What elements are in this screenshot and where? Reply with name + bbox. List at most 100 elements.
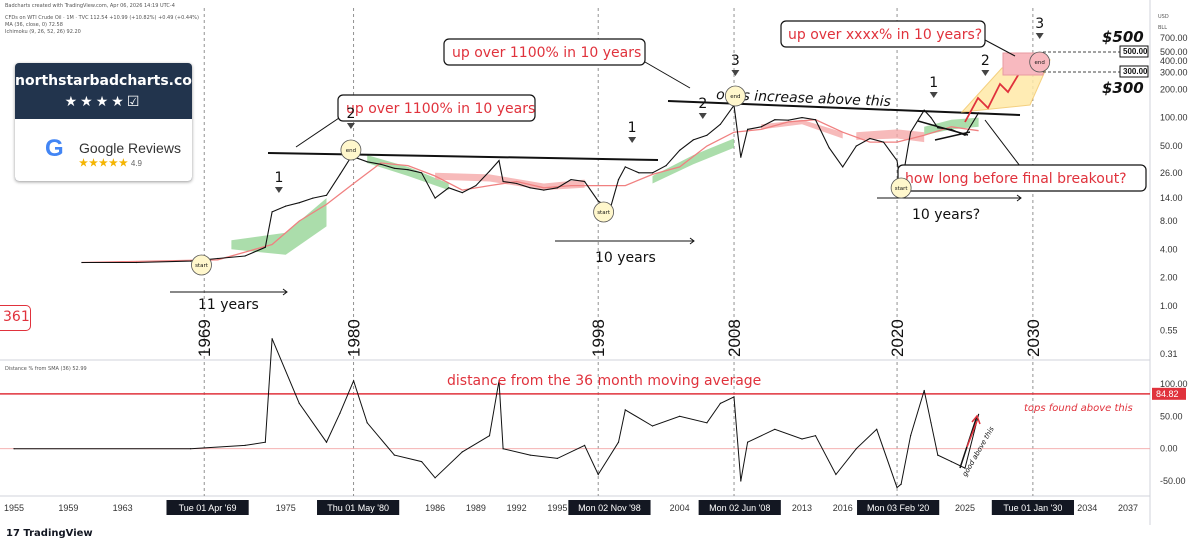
price-point (421, 172, 423, 174)
distance-point (597, 473, 599, 476)
wave-number: 1 (274, 170, 283, 186)
price-tick-label: 2.00 (1160, 273, 1178, 283)
price-point (774, 119, 776, 121)
callout2-text: up over 1100% in 10 years (452, 45, 641, 61)
distance-up-arrow (966, 414, 981, 448)
wave-down-arrow (981, 70, 990, 76)
time-highlight-box (317, 500, 400, 515)
distance-point (434, 477, 436, 479)
distance-point (271, 338, 273, 340)
price-point (380, 163, 382, 165)
wave-circle-label: end (1035, 60, 1045, 66)
label-11-years: 11 years (198, 297, 259, 313)
price-tag-500 (1119, 45, 1149, 58)
price-point (271, 211, 273, 213)
tops-label: tops found above this (1024, 403, 1133, 414)
flag-line-bottom (934, 131, 971, 141)
price-point (617, 179, 620, 181)
distance-point (488, 435, 491, 437)
price-point (787, 119, 790, 121)
distance-point (298, 402, 300, 404)
target-500-label: $500 (1102, 28, 1144, 46)
price-point (135, 261, 137, 264)
distance-point (978, 413, 980, 415)
price-point (855, 145, 857, 147)
callout4-box (897, 164, 1147, 192)
price-point (498, 160, 500, 162)
distance-point (502, 448, 504, 450)
distance-point (719, 402, 722, 404)
price-point (264, 246, 266, 248)
price-point (217, 257, 219, 260)
price-point (81, 261, 83, 264)
wave-circle (1029, 51, 1051, 73)
target-300-label: $300 (1102, 79, 1144, 97)
time-tick-label: 1986 (425, 503, 445, 513)
arrow-10-years-head (689, 237, 695, 245)
callout2-box (443, 38, 646, 66)
year-label: 2020 (888, 319, 907, 357)
distance-point (910, 435, 912, 437)
time-highlight-label: Thu 01 May '80 (327, 503, 389, 513)
distance-point (740, 480, 742, 482)
year-label: 1980 (345, 319, 364, 357)
rating-value: 4.9 (130, 159, 142, 168)
wave-circle (340, 139, 362, 161)
wave-circle-label: start (195, 263, 209, 269)
distance-point (950, 461, 953, 463)
distance-point (747, 441, 749, 443)
wave-number: 2 (698, 96, 707, 112)
price-point (502, 180, 504, 183)
callout3-box (780, 20, 986, 48)
distance-point (876, 428, 878, 430)
time-tick-label: 2037 (1118, 503, 1138, 513)
time-tick-label: 1975 (276, 503, 296, 513)
wave-circle (191, 254, 212, 276)
distance-point (835, 473, 837, 476)
wave-down-arrow (698, 113, 707, 119)
reference-value-tag (1152, 387, 1186, 400)
callout4-text: how long before final breakout? (905, 171, 1127, 187)
time-highlight-label: Mon 03 Feb '20 (867, 503, 929, 513)
price-point (448, 187, 450, 189)
price-point (366, 161, 368, 163)
price-point (910, 131, 912, 133)
price-tick-label: 1.00 (1160, 301, 1178, 311)
callout1-box (337, 94, 536, 122)
year-label: 2008 (725, 319, 744, 357)
wave-number: 3 (731, 53, 740, 69)
rating-stars-icon: ★★★★★ (79, 158, 129, 169)
distance-point (679, 415, 681, 417)
price-tag-300-text: 300.00 (1123, 67, 1148, 76)
time-tick-label: 1995 (547, 503, 567, 513)
wave-circle-label: end (730, 94, 740, 100)
callout1-pointer (295, 117, 340, 148)
price-point (679, 149, 681, 151)
callout3-pointer (984, 39, 1016, 57)
price-pane (81, 103, 980, 264)
distance-point (325, 441, 328, 443)
time-highlight-box (568, 500, 651, 515)
callout1-text: up over 1100% in 10 years (346, 101, 535, 117)
distance-point (814, 435, 817, 437)
price-point (706, 134, 708, 136)
price-point (190, 260, 192, 262)
price-point (882, 141, 885, 143)
price-point (543, 189, 545, 191)
wave-down-arrow (1035, 33, 1044, 39)
callout4-pointer (984, 119, 1021, 167)
distance-point (584, 444, 586, 446)
price-point (529, 187, 531, 189)
price-point (665, 165, 667, 167)
price-tick-label: 8.00 (1160, 216, 1178, 226)
price-tick-label: 700.00 (1160, 33, 1188, 43)
wave-number: 1 (929, 75, 938, 91)
price-point (842, 166, 844, 168)
time-axis: 1955195919631975198619891992199520012004… (4, 500, 1138, 515)
time-tick-label: 1963 (113, 503, 133, 513)
distance-point (855, 448, 857, 450)
price-point (285, 205, 287, 207)
price-point (298, 202, 300, 204)
distance-tick-label: 100.00 (1160, 379, 1188, 389)
